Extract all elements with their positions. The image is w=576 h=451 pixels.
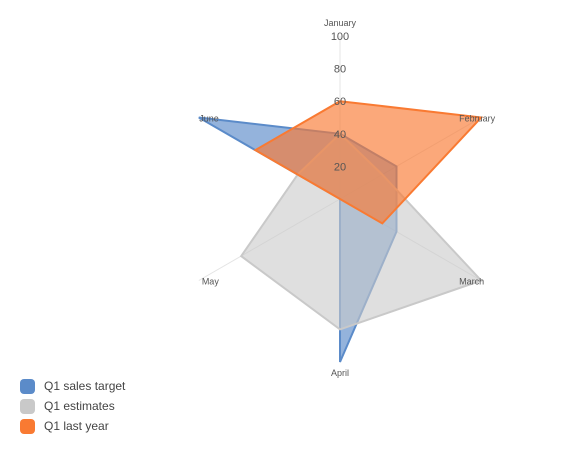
- legend-item-q1-sales-target[interactable]: Q1 sales target: [20, 376, 125, 396]
- axis-label-april: April: [331, 368, 349, 378]
- axis-label-june: June: [199, 114, 219, 124]
- axis-label-may: May: [202, 277, 220, 287]
- legend-label: Q1 estimates: [44, 399, 115, 413]
- radar-labels: January February March April May June 20 40 60 80…: [199, 18, 495, 378]
- axis-label-january: January: [324, 18, 357, 28]
- radar-series: [198, 100, 484, 363]
- legend-item-q1-estimates[interactable]: Q1 estimates: [20, 396, 125, 416]
- legend-swatch: [20, 378, 35, 394]
- legend-swatch: [20, 398, 35, 414]
- legend: Q1 sales target Q1 estimates Q1 last yea…: [20, 376, 125, 436]
- legend-label: Q1 sales target: [44, 379, 126, 393]
- legend-label: Q1 last year: [44, 419, 109, 433]
- axis-label-march: March: [459, 277, 484, 287]
- legend-swatch: [20, 418, 35, 434]
- scale-tick-label: 20: [334, 161, 346, 173]
- scale-tick-label: 100: [331, 31, 349, 43]
- axis-label-february: February: [459, 114, 496, 124]
- scale-tick-label: 80: [334, 64, 346, 76]
- scale-tick-label: 60: [334, 96, 346, 108]
- radar-series-q1-last-year[interactable]: [253, 100, 484, 225]
- legend-item-q1-last-year[interactable]: Q1 last year: [20, 416, 125, 436]
- scale-tick-label: 40: [334, 129, 346, 141]
